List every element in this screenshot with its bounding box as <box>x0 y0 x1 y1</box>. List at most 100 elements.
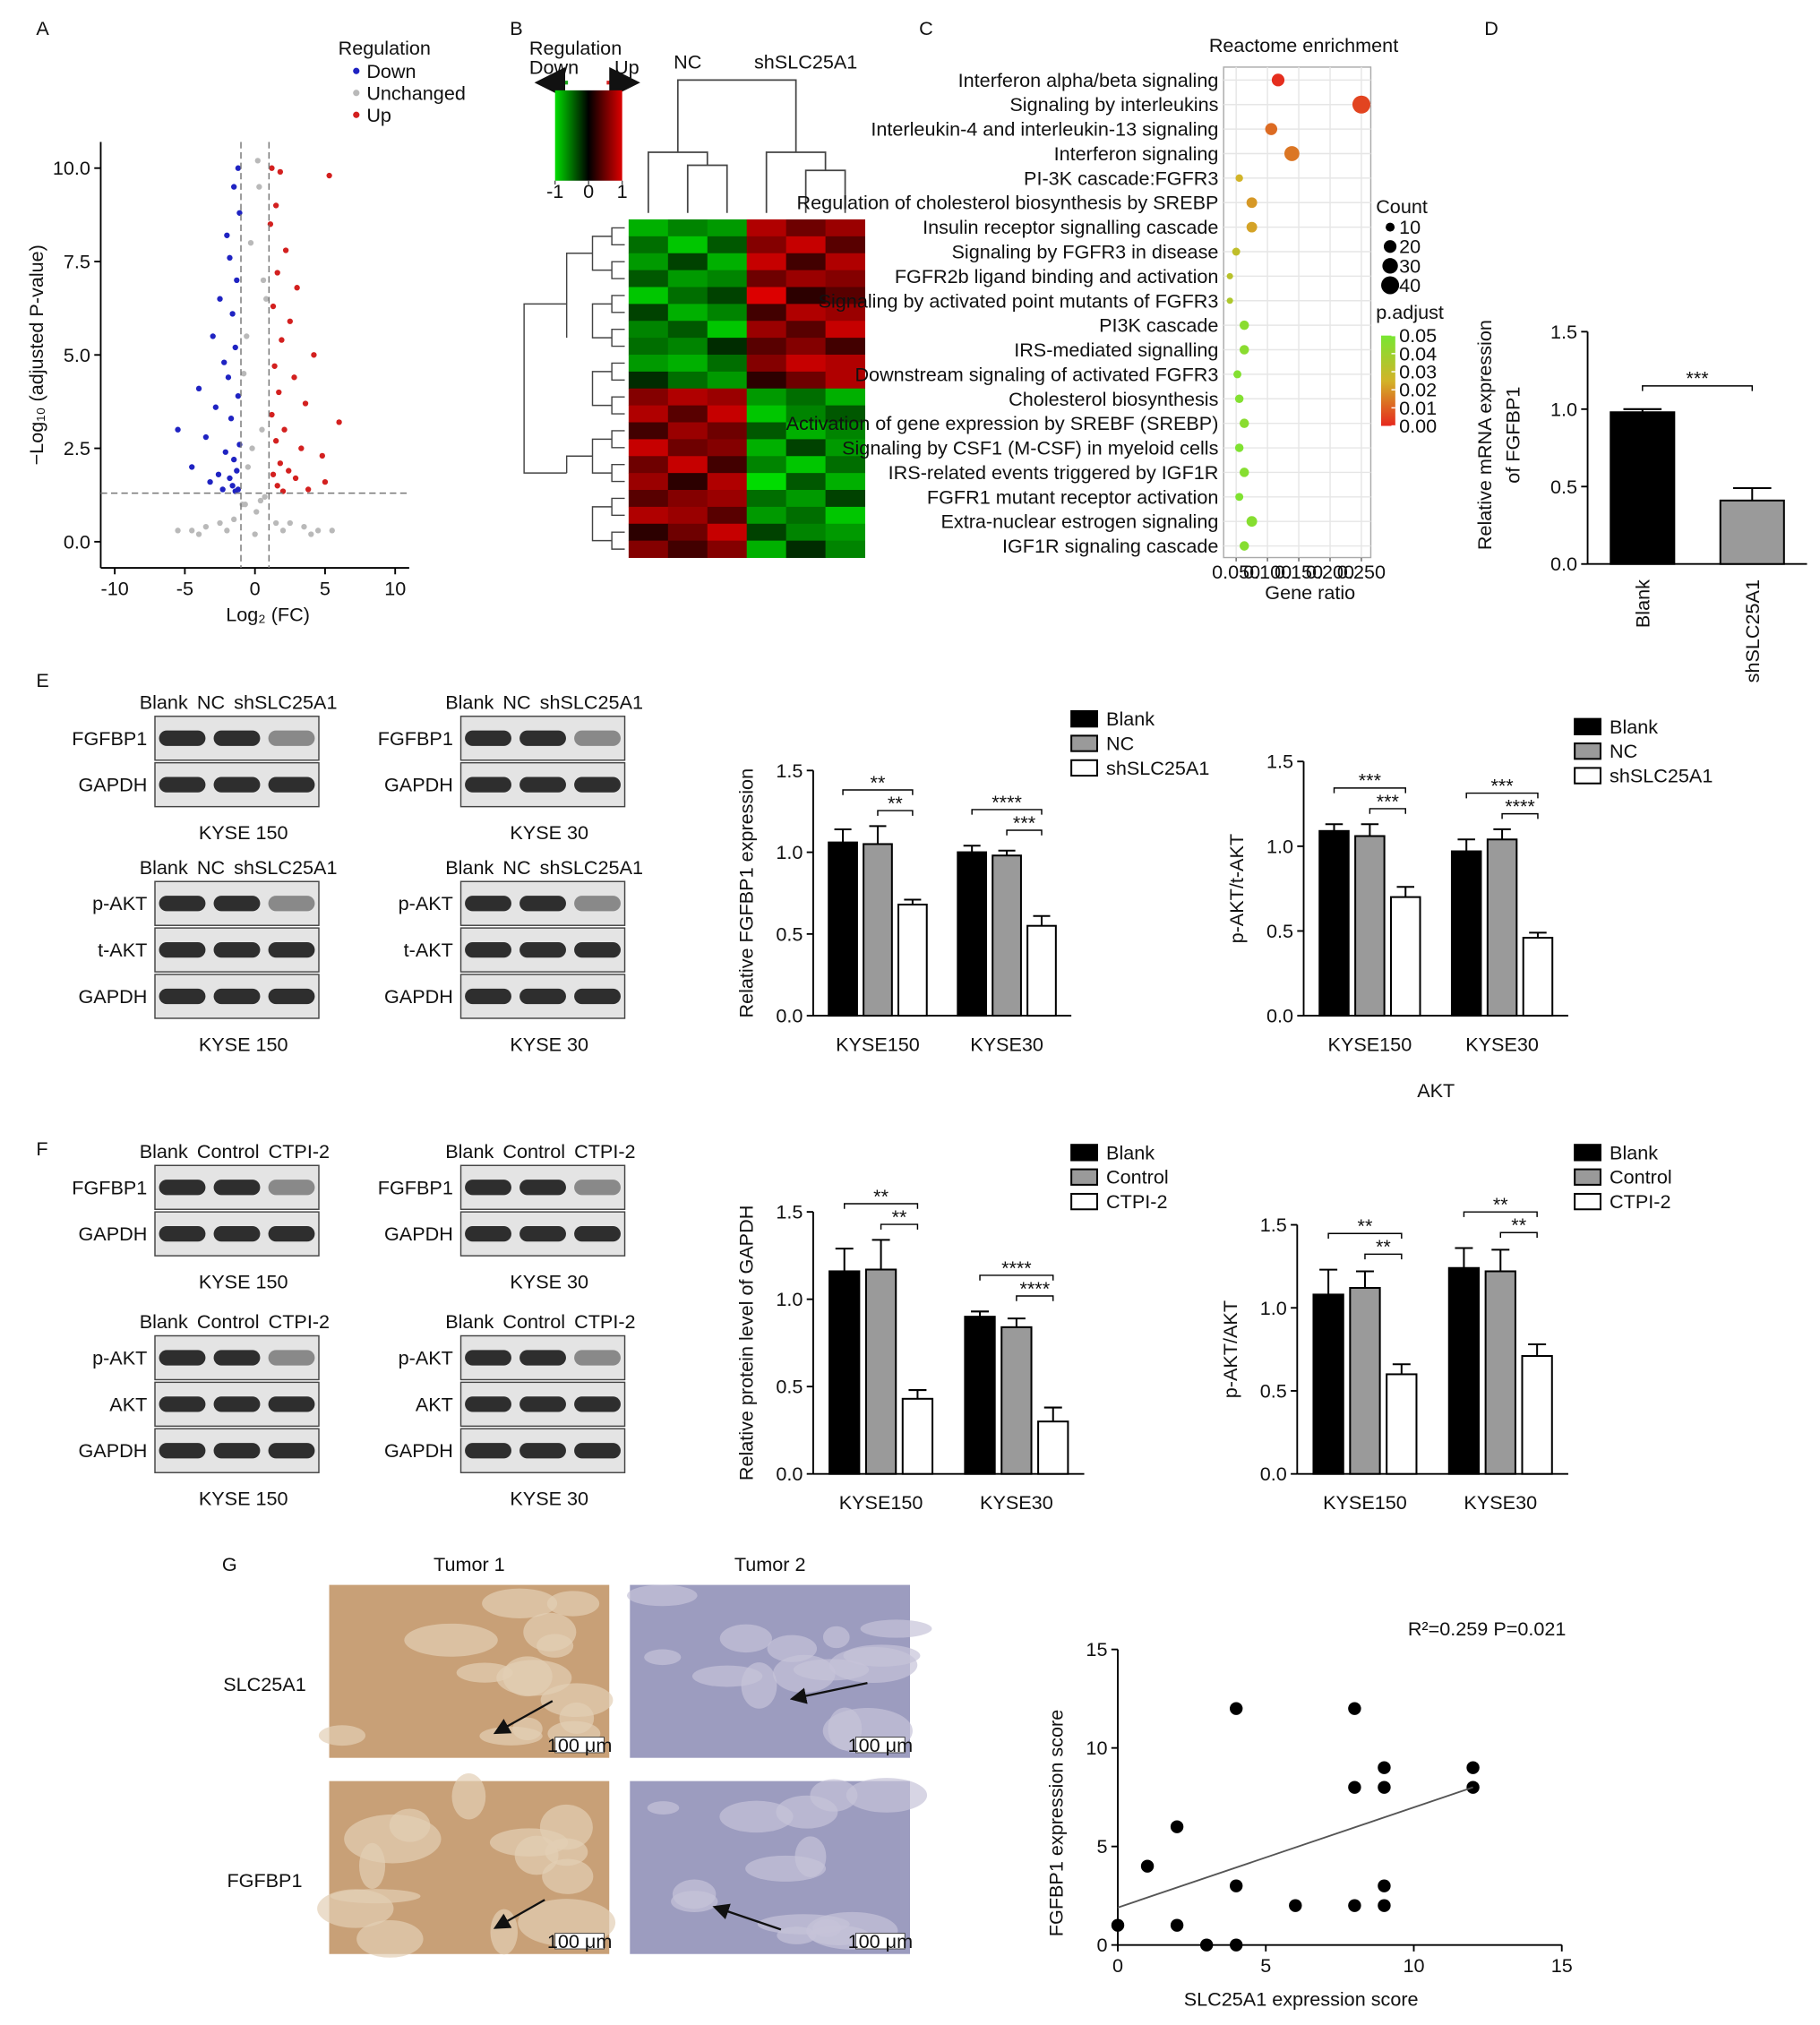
ihc-texture <box>644 1649 682 1666</box>
bar <box>897 903 928 1017</box>
lane-label: CTPI-2 <box>574 1310 635 1333</box>
heatmap-cell <box>667 540 708 558</box>
heatmap-cell <box>825 371 865 390</box>
annotation: R²=0.259 P=0.021 <box>1408 1617 1567 1640</box>
blot-band <box>268 1443 315 1459</box>
scale-bar-label: 100 μm <box>547 1734 613 1756</box>
blot-band <box>213 730 261 746</box>
heatmap-cell <box>825 270 865 287</box>
ihc-texture <box>822 1626 850 1649</box>
heatmap-cell <box>825 405 865 423</box>
y-tick-label: 0.0 <box>64 530 90 553</box>
blot-band <box>465 1396 511 1412</box>
heatmap-cell <box>746 236 787 254</box>
error-bar <box>963 845 981 853</box>
point <box>308 531 314 537</box>
dot <box>1265 123 1278 135</box>
y-tick-label: 1.5 <box>776 759 803 782</box>
blot-band <box>268 941 315 958</box>
point <box>222 449 228 455</box>
ihc-arrow <box>789 1681 868 1704</box>
bar <box>1349 1287 1381 1475</box>
point <box>1229 1879 1243 1892</box>
legend-swatch <box>1070 1168 1098 1186</box>
blot-band <box>465 1350 511 1366</box>
ihc-texture <box>482 1588 558 1618</box>
cell-line-label: KYSE 30 <box>510 1488 588 1510</box>
x-tick-label: -10 <box>101 578 129 600</box>
panel-label: E <box>36 669 48 691</box>
point <box>235 393 242 399</box>
blot-band <box>268 1396 315 1412</box>
heatmap-cell <box>628 523 669 542</box>
point <box>1348 1702 1361 1715</box>
legend-label: Blank <box>1610 716 1658 738</box>
lane-label: Blank <box>445 1310 494 1333</box>
significance-label: ** <box>873 1185 889 1207</box>
cell-line-label: KYSE 150 <box>199 821 288 844</box>
ihc-texture <box>777 1926 817 1944</box>
dot <box>1239 418 1249 428</box>
point <box>1170 1918 1184 1932</box>
heatmap-cell <box>746 371 787 390</box>
significance-bracket <box>842 789 914 795</box>
legend-swatch <box>1070 1192 1098 1211</box>
legend-low: Down <box>529 56 579 78</box>
scale-bar-box <box>855 1737 906 1754</box>
heatmap-cell <box>786 354 827 373</box>
error-bar <box>1455 1247 1473 1268</box>
heatmap-cell <box>707 490 748 508</box>
point <box>175 426 181 433</box>
heatmap-cell <box>707 540 748 558</box>
blot-band <box>213 941 261 958</box>
point <box>202 433 210 441</box>
row-label: GAPDH <box>384 1439 453 1462</box>
legend-label: Down <box>366 60 416 82</box>
blot-band <box>519 777 566 793</box>
size-legend-label: 20 <box>1399 236 1421 258</box>
term-label: Interferon signaling <box>1054 142 1219 165</box>
heatmap-cell <box>707 456 748 474</box>
point <box>228 416 235 422</box>
significance-bracket <box>1463 1211 1538 1217</box>
heatmap-cell <box>746 490 787 508</box>
heatmap-cell <box>786 422 827 440</box>
heatmap-cell <box>628 304 669 322</box>
significance-bracket <box>1501 812 1539 819</box>
heatmap-cell <box>628 287 669 305</box>
y-tick-label: 15 <box>1086 1638 1107 1660</box>
color-tick-label: -1 <box>546 180 563 202</box>
x-tick-label: 0 <box>250 578 261 600</box>
point <box>301 524 307 530</box>
lane-label: Blank <box>445 856 494 879</box>
y-tick-label: 1.0 <box>1260 1297 1287 1319</box>
row-label: GAPDH <box>78 1223 147 1245</box>
point <box>292 475 299 482</box>
bar <box>1000 1326 1033 1475</box>
point <box>326 172 332 179</box>
ihc-texture <box>344 1814 442 1864</box>
blot-band <box>519 1225 566 1242</box>
heatmap-cell <box>628 490 669 508</box>
ihc-texture <box>496 1660 572 1696</box>
heatmap-cell <box>628 236 669 254</box>
blot-band <box>465 1225 511 1242</box>
blot-band <box>268 1180 315 1196</box>
blot-band <box>574 988 621 1005</box>
error-bar <box>1325 823 1344 831</box>
bar <box>1484 1270 1516 1475</box>
bar <box>1521 1355 1553 1475</box>
row-label: t-AKT <box>98 939 147 961</box>
row-label: GAPDH <box>78 985 147 1008</box>
term-label: Insulin receptor signalling cascade <box>923 216 1218 238</box>
blot-band <box>519 730 566 746</box>
heatmap-cell <box>746 321 787 339</box>
heatmap-cell <box>707 523 748 542</box>
heatmap-cell <box>786 523 827 542</box>
ihc-texture <box>404 1623 498 1657</box>
legend-swatch <box>1070 1144 1098 1162</box>
dot <box>1239 345 1249 355</box>
heatmap-cell <box>707 304 748 322</box>
term-label: Cholesterol biosynthesis <box>1009 388 1218 410</box>
significance-label: *** <box>1359 769 1382 792</box>
